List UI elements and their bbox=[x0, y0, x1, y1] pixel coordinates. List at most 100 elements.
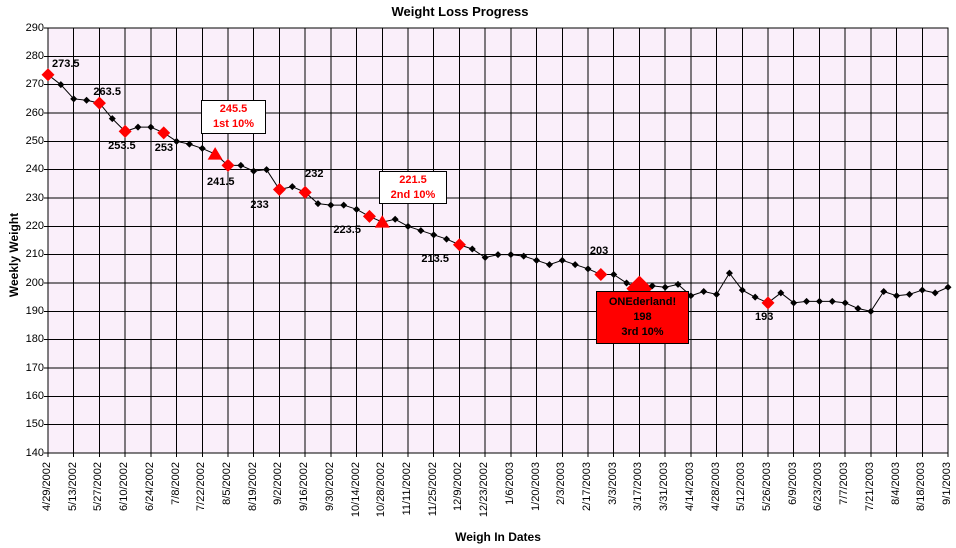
callout-line: 198 bbox=[633, 311, 652, 323]
x-tick-label-text: 6/23/2003 bbox=[812, 462, 825, 511]
data-point-marker bbox=[687, 292, 695, 300]
x-tick-label-text: 9/1/2003 bbox=[941, 462, 953, 505]
callout-onederland: ONEderland! 198 3rd 10% bbox=[596, 291, 689, 344]
callout-first-10-percent: 245.5 1st 10% bbox=[201, 100, 266, 134]
milestone-triangle-marker bbox=[374, 215, 390, 228]
x-tick-label: 5/12/2003 bbox=[735, 458, 748, 511]
x-tick-label: 11/25/2002 bbox=[427, 458, 440, 516]
data-point-marker bbox=[674, 280, 682, 288]
x-tick-label-text: 10/28/2002 bbox=[375, 462, 388, 518]
data-point-marker bbox=[545, 261, 553, 269]
x-tick-label: 2/17/2003 bbox=[581, 458, 594, 511]
data-point-label: 233 bbox=[250, 198, 269, 211]
x-tick-label-text: 7/7/2003 bbox=[838, 462, 851, 505]
x-tick-label: 7/8/2002 bbox=[170, 458, 183, 505]
data-point-marker bbox=[108, 115, 116, 123]
data-point-marker bbox=[931, 289, 939, 297]
data-point-marker bbox=[57, 81, 65, 89]
x-tick-label: 1/20/2003 bbox=[530, 458, 543, 511]
x-tick-label-text: 4/29/2002 bbox=[41, 462, 53, 511]
data-point-marker bbox=[430, 231, 438, 239]
highlight-diamond-marker bbox=[761, 296, 775, 310]
y-tick-label: 160 bbox=[25, 389, 44, 402]
data-point-marker bbox=[623, 279, 631, 287]
data-point-marker bbox=[340, 201, 348, 209]
x-tick-label: 7/22/2002 bbox=[195, 458, 208, 511]
x-tick-label-text: 8/19/2002 bbox=[246, 462, 259, 511]
data-point-marker bbox=[893, 292, 901, 300]
data-point-marker bbox=[738, 286, 746, 294]
x-tick-label-text: 9/30/2002 bbox=[323, 462, 336, 511]
x-tick-label: 9/30/2002 bbox=[324, 458, 337, 511]
data-point-marker bbox=[507, 251, 515, 259]
y-tick-label: 140 bbox=[25, 446, 44, 459]
data-point-marker bbox=[571, 261, 579, 269]
data-point-marker bbox=[648, 282, 656, 290]
x-tick-label-text: 5/12/2003 bbox=[735, 462, 748, 511]
data-point-label: 193 bbox=[755, 310, 774, 323]
highlight-diamond-marker bbox=[157, 126, 171, 140]
data-point-marker bbox=[918, 286, 926, 294]
x-tick-label-text: 12/9/2002 bbox=[452, 462, 465, 511]
callout-second-10-percent: 221.5 2nd 10% bbox=[379, 171, 447, 204]
x-tick-label-text: 8/4/2003 bbox=[889, 462, 902, 505]
data-point-marker bbox=[468, 245, 476, 253]
data-point-marker bbox=[83, 96, 91, 104]
x-tick-label-text: 1/20/2003 bbox=[529, 462, 542, 511]
x-tick-label: 8/19/2002 bbox=[247, 458, 260, 511]
y-tick-label: 210 bbox=[25, 248, 44, 261]
x-tick-label-text: 5/26/2003 bbox=[761, 462, 773, 511]
x-tick-label: 4/28/2003 bbox=[710, 458, 723, 511]
data-point-label: 241.5 bbox=[207, 176, 235, 189]
data-point-marker bbox=[610, 271, 618, 278]
y-tick-label: 190 bbox=[25, 304, 44, 317]
callout-line: 2nd 10% bbox=[390, 188, 436, 201]
x-tick-label-text: 6/24/2002 bbox=[143, 462, 156, 511]
data-point-marker bbox=[803, 297, 811, 305]
x-tick-label-text: 6/9/2003 bbox=[786, 462, 799, 505]
x-tick-label-text: 11/25/2002 bbox=[426, 462, 439, 517]
data-point-marker bbox=[558, 256, 566, 264]
data-point-marker bbox=[944, 283, 952, 291]
data-point-marker bbox=[288, 183, 296, 191]
x-tick-label: 11/11/2002 bbox=[401, 458, 414, 515]
y-tick-label: 220 bbox=[25, 219, 44, 232]
y-tick-label: 170 bbox=[25, 361, 44, 374]
data-point-marker bbox=[173, 137, 181, 145]
x-tick-label-text: 6/10/2002 bbox=[118, 462, 131, 511]
plot-background bbox=[48, 28, 948, 453]
plot-border bbox=[47, 27, 949, 454]
x-tick-label: 4/29/2002 bbox=[41, 458, 54, 511]
data-point-marker bbox=[841, 299, 849, 307]
highlight-diamond-marker bbox=[92, 96, 106, 110]
x-tick-label: 4/14/2003 bbox=[684, 458, 697, 511]
milestone-triangle-marker bbox=[207, 147, 223, 160]
x-tick-label-text: 5/27/2002 bbox=[92, 462, 105, 511]
y-tick-label: 150 bbox=[25, 418, 44, 431]
x-axis-title: Weigh In Dates bbox=[455, 530, 541, 544]
data-point-marker bbox=[725, 269, 733, 277]
x-tick-label: 6/9/2003 bbox=[787, 458, 800, 505]
x-tick-label-text: 1/6/2003 bbox=[503, 462, 516, 505]
data-point-marker bbox=[481, 254, 489, 261]
x-tick-label-text: 3/31/2003 bbox=[658, 462, 671, 511]
x-tick-label: 5/26/2003 bbox=[761, 458, 774, 511]
data-point-marker bbox=[443, 235, 451, 243]
x-tick-label: 5/13/2002 bbox=[67, 458, 80, 511]
data-point-label: 253.5 bbox=[108, 140, 136, 153]
x-tick-label-text: 2/3/2003 bbox=[555, 462, 568, 505]
highlight-diamond-marker bbox=[594, 268, 608, 281]
data-point-label: 232 bbox=[305, 168, 324, 181]
x-tick-label: 10/14/2002 bbox=[350, 458, 363, 517]
data-point-label: 253 bbox=[154, 141, 174, 154]
data-point-marker bbox=[494, 251, 502, 259]
x-tick-label: 1/6/2003 bbox=[504, 458, 517, 505]
data-point-label: 203 bbox=[589, 244, 609, 257]
data-point-label: 213.5 bbox=[421, 252, 449, 265]
data-point-marker bbox=[777, 289, 785, 297]
data-point-marker bbox=[828, 297, 836, 305]
x-tick-label-text: 4/28/2003 bbox=[709, 462, 722, 511]
x-tick-label-text: 4/14/2003 bbox=[683, 462, 696, 511]
y-tick-label: 250 bbox=[25, 134, 44, 147]
